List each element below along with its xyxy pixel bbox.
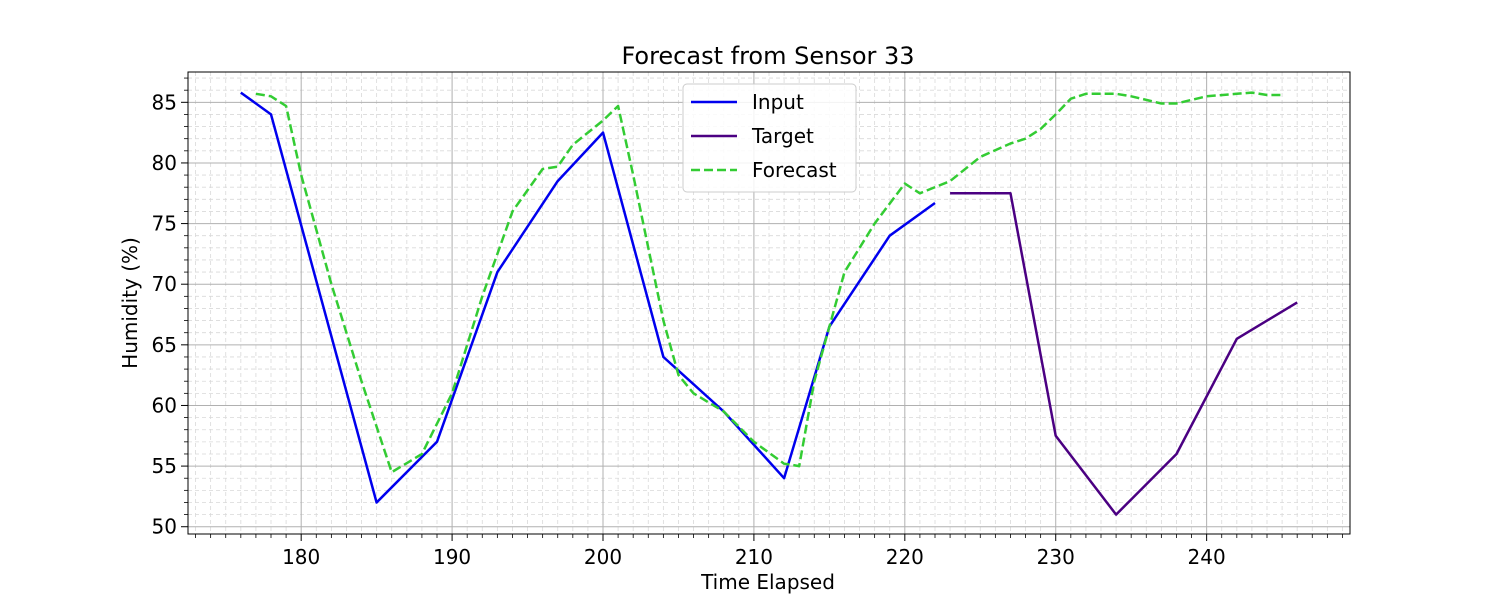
series-line-forecast — [255, 91, 1283, 474]
x-tick-label: 180 — [282, 545, 320, 569]
x-tick-label: 230 — [1037, 545, 1075, 569]
legend-label-input: Input — [752, 90, 804, 114]
y-tick-label: 65 — [152, 333, 177, 357]
x-tick-label: 190 — [433, 545, 471, 569]
axis-ticks — [181, 77, 1343, 541]
chart-title: Forecast from Sensor 33 — [621, 42, 914, 70]
x-tick-label: 200 — [584, 545, 622, 569]
series-layer — [240, 91, 1298, 516]
x-axis-label: Time Elapsed — [700, 570, 835, 594]
x-tick-label: 220 — [886, 545, 924, 569]
y-tick-label: 55 — [152, 454, 177, 478]
y-tick-label: 70 — [152, 272, 177, 296]
y-tick-label: 80 — [152, 151, 177, 175]
y-axis-label: Humidity (%) — [118, 237, 142, 369]
y-tick-label: 60 — [152, 393, 177, 417]
x-tick-label: 240 — [1188, 545, 1226, 569]
legend-label-target: Target — [751, 124, 814, 148]
y-tick-label: 85 — [152, 90, 177, 114]
y-tick-label: 50 — [152, 515, 177, 539]
legend: Input Target Forecast — [682, 83, 857, 193]
tick-labels: 180 190 200 210 220 230 240 50 55 60 65 70 75 80 85 — [152, 90, 1226, 569]
series-line-target — [950, 192, 1298, 516]
legend-box — [682, 83, 857, 193]
legend-label-forecast: Forecast — [752, 158, 837, 182]
y-tick-label: 75 — [152, 212, 177, 236]
x-tick-label: 210 — [735, 545, 773, 569]
